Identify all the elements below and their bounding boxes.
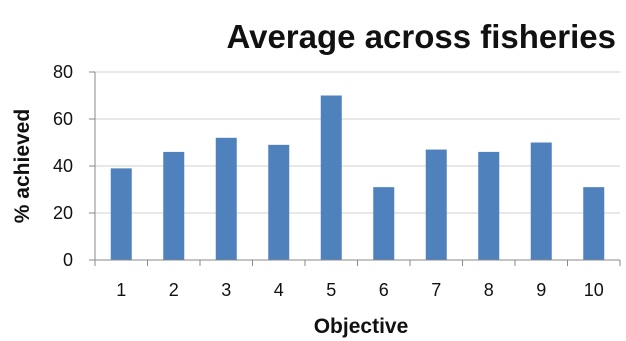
axes: [89, 71, 621, 266]
x-tick-label: 4: [274, 280, 284, 300]
x-axis-label: Objective: [314, 315, 409, 338]
x-tick-label: 10: [584, 280, 604, 300]
y-tick-labels: 0 20 40 60 80: [53, 62, 73, 270]
x-tick-label: 6: [379, 280, 389, 300]
x-tick-label: 8: [484, 280, 494, 300]
y-tick-label: 80: [53, 62, 73, 82]
bar-4: [268, 144, 290, 260]
x-tick-label: 2: [169, 280, 179, 300]
bar-8: [478, 151, 500, 260]
bar-5: [320, 95, 342, 260]
y-tick-label: 20: [53, 203, 73, 223]
x-tick-label: 7: [431, 280, 441, 300]
x-tick-label: 9: [536, 280, 546, 300]
bar-1: [110, 168, 132, 260]
bar-6: [373, 187, 395, 260]
y-tick-label: 60: [53, 109, 73, 129]
bar-10: [583, 187, 605, 260]
bar-7: [425, 149, 447, 260]
bar-2: [163, 151, 185, 260]
bars: [110, 95, 605, 260]
x-tick-label: 5: [326, 280, 336, 300]
chart-title: Average across fisheries: [226, 18, 616, 55]
bar-3: [215, 137, 237, 260]
x-tick-label: 3: [221, 280, 231, 300]
y-tick-label: 0: [63, 250, 73, 270]
bar-9: [530, 142, 552, 260]
x-tick-label: 1: [116, 280, 126, 300]
y-axis-label: % achieved: [11, 109, 34, 223]
x-tick-labels: 1 2 3 4 5 6 7 8 9 10: [116, 280, 604, 300]
y-tick-label: 40: [53, 156, 73, 176]
